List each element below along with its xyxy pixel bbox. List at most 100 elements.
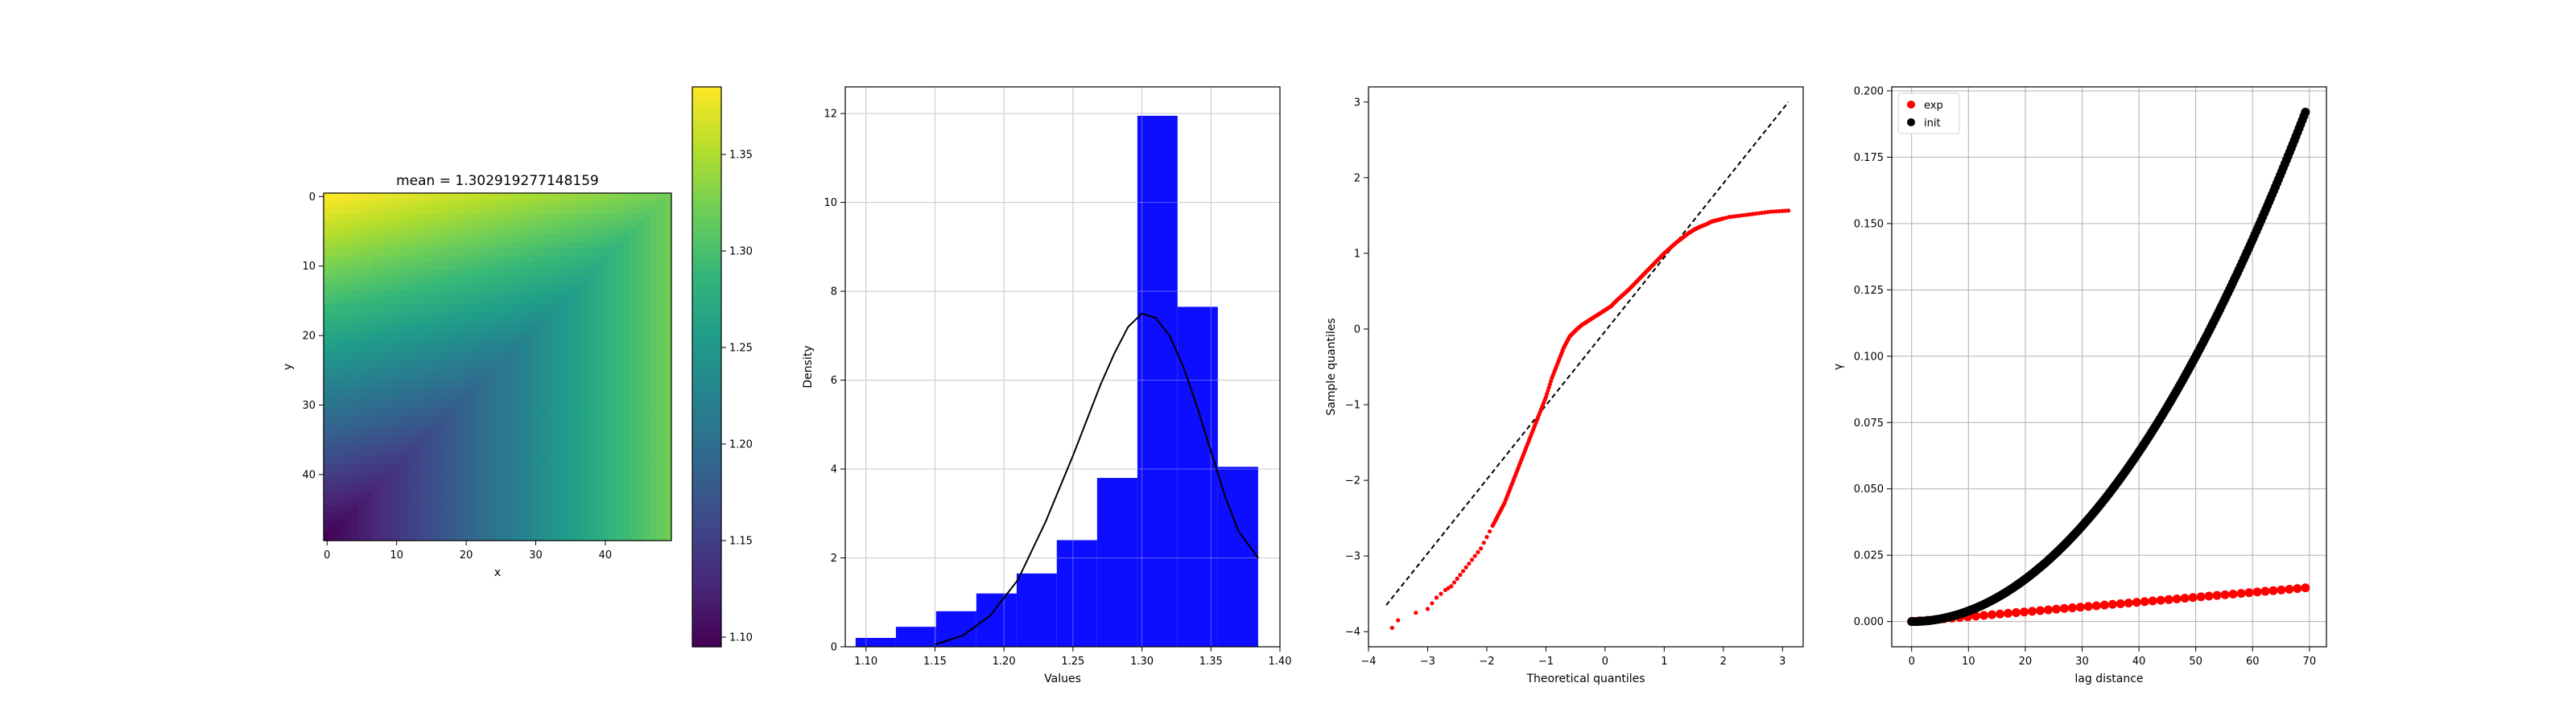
heatmap-cell xyxy=(525,241,533,249)
heatmap-cell xyxy=(567,234,575,243)
heatmap-cell xyxy=(427,360,436,368)
heatmap-cell xyxy=(386,311,394,319)
heatmap-cell xyxy=(601,304,609,312)
heatmap-cell xyxy=(414,318,422,326)
heatmap-cell xyxy=(456,234,464,243)
heatmap-cell xyxy=(559,512,568,520)
heatmap-cell xyxy=(400,360,408,368)
heatmap-cell xyxy=(580,234,588,243)
heatmap-cell xyxy=(456,207,464,215)
heatmap-cell xyxy=(483,234,491,243)
heatmap-cell xyxy=(448,311,456,319)
heatmap-cell xyxy=(490,367,498,375)
heatmap-cell xyxy=(650,443,658,451)
qq-xtick-label: 2 xyxy=(1720,656,1727,668)
heatmap-cell xyxy=(664,394,672,402)
heatmap-cell xyxy=(469,283,477,291)
heatmap-cell xyxy=(525,207,533,215)
heatmap-cell xyxy=(483,533,491,541)
heatmap-cell xyxy=(553,520,561,528)
heatmap-cell xyxy=(615,471,624,479)
heatmap-cell xyxy=(386,290,394,298)
heatmap-cell xyxy=(330,429,338,437)
heatmap-cell xyxy=(414,262,422,270)
heatmap-cell xyxy=(435,276,443,284)
heatmap-cell xyxy=(400,450,408,458)
colorbar-band xyxy=(692,254,721,261)
heatmap-cell xyxy=(372,318,380,326)
heatmap-cell xyxy=(567,457,575,465)
heatmap-cell xyxy=(539,297,547,305)
heatmap-cell xyxy=(386,241,394,249)
heatmap-cell xyxy=(477,269,485,278)
heatmap-cell xyxy=(462,325,471,333)
heatmap-cell xyxy=(441,276,450,284)
colorbar-band xyxy=(692,142,721,148)
heatmap-cell xyxy=(643,499,651,507)
heatmap-cell xyxy=(511,373,519,381)
heatmap-cell xyxy=(539,429,547,437)
heatmap-cell xyxy=(588,304,596,312)
variogram-point-exp xyxy=(2156,595,2165,605)
heatmap-cell xyxy=(525,533,533,541)
heatmap-cell xyxy=(393,463,401,472)
heatmap-cell xyxy=(365,408,374,417)
heatmap-cell xyxy=(330,193,338,201)
heatmap-cell xyxy=(344,512,353,520)
heatmap-cell xyxy=(337,241,345,249)
heatmap-frame xyxy=(323,192,672,541)
heatmap-cell xyxy=(546,422,554,430)
colorbar-band xyxy=(692,101,721,106)
heatmap-cell xyxy=(379,450,387,458)
heatmap-cell xyxy=(344,471,353,479)
heatmap-cell xyxy=(427,213,436,222)
heatmap-cell xyxy=(539,499,547,507)
heatmap-cell xyxy=(504,478,512,486)
heatmap-cell xyxy=(420,276,429,284)
heatmap-cell xyxy=(630,457,638,465)
heatmap-cell xyxy=(567,415,575,423)
heatmap-cell xyxy=(365,234,374,243)
heatmap-cell xyxy=(393,249,401,257)
heatmap-cell xyxy=(497,436,506,444)
heatmap-cell xyxy=(622,443,630,451)
heatmap-cell xyxy=(330,422,338,430)
heatmap-cell xyxy=(490,512,498,520)
heatmap-cell xyxy=(643,262,651,270)
heatmap-cell xyxy=(386,331,394,340)
heatmap-cell xyxy=(448,234,456,243)
heatmap-cell xyxy=(553,283,561,291)
heatmap-cell xyxy=(483,415,491,423)
heatmap-cell xyxy=(657,408,665,417)
qq-point xyxy=(1472,553,1477,558)
heatmap-cell xyxy=(393,311,401,319)
heatmap-cell xyxy=(546,512,554,520)
heatmap-cell xyxy=(386,352,394,360)
heatmap-cell xyxy=(337,193,345,201)
heatmap-cell xyxy=(441,367,450,375)
qq-point xyxy=(1451,580,1457,585)
heatmap-cell xyxy=(567,220,575,228)
heatmap-cell xyxy=(588,443,596,451)
heatmap-cell xyxy=(594,269,603,278)
heatmap-cell xyxy=(657,478,665,486)
heatmap-cell xyxy=(657,276,665,284)
heatmap-cell xyxy=(601,331,609,340)
heatmap-cell xyxy=(448,443,456,451)
heatmap-cell xyxy=(546,373,554,381)
colorbar-tick-label: 1.15 xyxy=(729,536,753,548)
colorbar-band xyxy=(692,343,721,349)
heatmap-cell xyxy=(643,297,651,305)
heatmap-cell xyxy=(483,269,491,278)
heatmap-cell xyxy=(532,311,540,319)
heatmap-cell xyxy=(414,381,422,389)
heatmap-cell xyxy=(650,241,658,249)
histogram-bar xyxy=(1096,478,1137,647)
heatmap-cell xyxy=(407,373,415,381)
heatmap-cell xyxy=(650,401,658,409)
qq-ytick-label: 2 xyxy=(1354,172,1360,184)
colorbar-band xyxy=(692,352,721,358)
variogram-point-exp xyxy=(1971,611,1981,621)
heatmap-cell xyxy=(539,457,547,465)
heatmap-cell xyxy=(504,443,512,451)
